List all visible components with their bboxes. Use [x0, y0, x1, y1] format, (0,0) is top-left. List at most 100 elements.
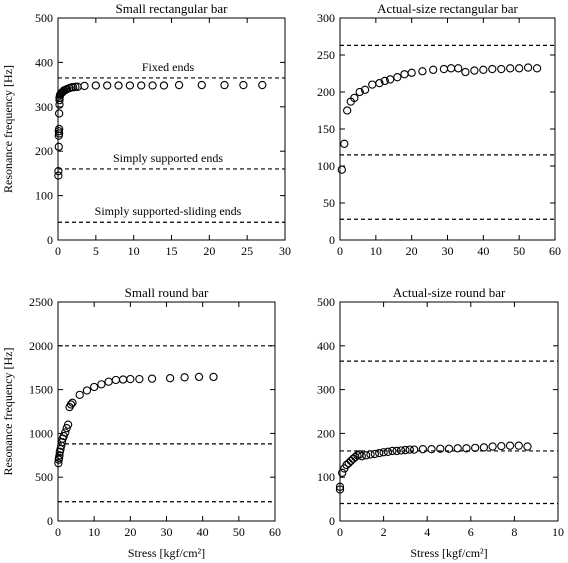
data-point — [54, 453, 64, 463]
data-point — [375, 448, 384, 458]
data-point — [159, 81, 169, 90]
data-point — [90, 382, 99, 392]
data-point — [379, 448, 388, 457]
x-axis-label: Stress [kgf/cm²] — [410, 546, 487, 560]
x-tick-label: 20 — [203, 244, 215, 258]
data-point — [401, 445, 410, 455]
data-point — [338, 468, 347, 477]
y-tick-label: 0 — [47, 514, 53, 528]
data-point — [68, 398, 77, 407]
y-tick-label: 1000 — [29, 426, 53, 440]
reference-line-label: Simply supported ends — [113, 151, 223, 165]
data-point — [439, 64, 449, 74]
x-axis-label: Stress [kgf/cm²] — [128, 546, 205, 560]
data-point — [80, 81, 89, 91]
plot-frame — [339, 17, 556, 241]
y-tick-label: 200 — [317, 426, 335, 440]
data-point — [75, 390, 84, 400]
data-point — [258, 80, 267, 90]
data-point — [409, 445, 419, 454]
data-point — [418, 445, 427, 454]
x-tick-label: 30 — [161, 525, 173, 539]
chart-small-round-bar: Small round bar 0 10 20 30 40 50 60 0 500 1000 1500… — [1, 285, 281, 560]
data-point — [82, 386, 92, 395]
data-point — [103, 81, 112, 90]
data-point — [239, 80, 248, 90]
data-point — [523, 442, 532, 451]
y-axis-label: Resonance frequency [Hz] — [1, 348, 15, 476]
plot-frame — [339, 301, 559, 522]
data-point — [362, 451, 371, 460]
data-point — [351, 452, 360, 462]
data-point — [57, 438, 67, 447]
data-point — [174, 80, 184, 90]
y-tick-label: 300 — [317, 11, 335, 25]
data-point — [54, 167, 63, 176]
data-point — [111, 375, 121, 385]
x-tick-label: 25 — [241, 244, 253, 258]
data-point — [392, 446, 401, 456]
data-point — [126, 374, 135, 384]
data-point — [470, 66, 479, 75]
x-tick-label: 6 — [468, 525, 474, 539]
data-point — [366, 450, 375, 459]
x-tick-label: 5 — [93, 244, 99, 258]
x-tick-label: 60 — [269, 525, 281, 539]
data-point — [335, 482, 345, 491]
data-point — [148, 81, 157, 90]
data-point — [114, 81, 123, 90]
data-point — [368, 80, 377, 89]
data-point — [515, 64, 524, 73]
data-point — [54, 129, 64, 138]
data-point — [407, 68, 416, 77]
data-point — [393, 73, 402, 82]
y-tick-label: 250 — [317, 48, 335, 62]
data-point — [375, 78, 384, 88]
data-point — [118, 375, 128, 384]
data-point — [454, 64, 463, 73]
chart-title: Small round bar — [125, 285, 209, 300]
data-point — [209, 372, 218, 382]
data-point — [220, 80, 229, 90]
data-point — [427, 445, 436, 454]
data-point — [514, 441, 523, 450]
data-point — [54, 142, 63, 151]
data-point — [147, 374, 157, 383]
data-point — [405, 445, 414, 454]
data-point — [471, 443, 480, 453]
y-tick-label: 100 — [35, 189, 53, 203]
data-point — [497, 64, 506, 74]
data-point — [54, 171, 63, 180]
reference-line-label: Simply supported-sliding ends — [95, 204, 242, 218]
y-axis-label: Resonance frequency [Hz] — [1, 65, 15, 193]
data-point — [355, 450, 364, 459]
x-tick-label: 15 — [166, 244, 178, 258]
data-point — [444, 444, 454, 453]
x-tick-label: 0 — [337, 525, 343, 539]
data-point — [479, 65, 488, 74]
x-tick-label: 0 — [55, 525, 61, 539]
x-tick-label: 20 — [406, 244, 418, 258]
data-point — [429, 65, 438, 74]
x-tick-label: 0 — [337, 244, 343, 258]
data-point — [380, 76, 389, 86]
y-tick-label: 0 — [329, 233, 335, 247]
data-point — [461, 67, 470, 77]
data-point — [383, 447, 393, 456]
data-point — [488, 64, 497, 74]
data-point — [523, 63, 533, 72]
data-point — [71, 82, 80, 91]
x-tick-label: 30 — [279, 244, 291, 258]
data-point — [135, 374, 144, 384]
data-point — [344, 459, 353, 468]
data-point — [54, 459, 63, 468]
data-point — [418, 67, 427, 76]
data-point — [355, 87, 364, 97]
y-tick-label: 500 — [35, 11, 53, 25]
data-point — [505, 441, 515, 450]
data-point — [497, 441, 506, 451]
data-point — [343, 106, 352, 115]
data-point — [165, 374, 175, 383]
